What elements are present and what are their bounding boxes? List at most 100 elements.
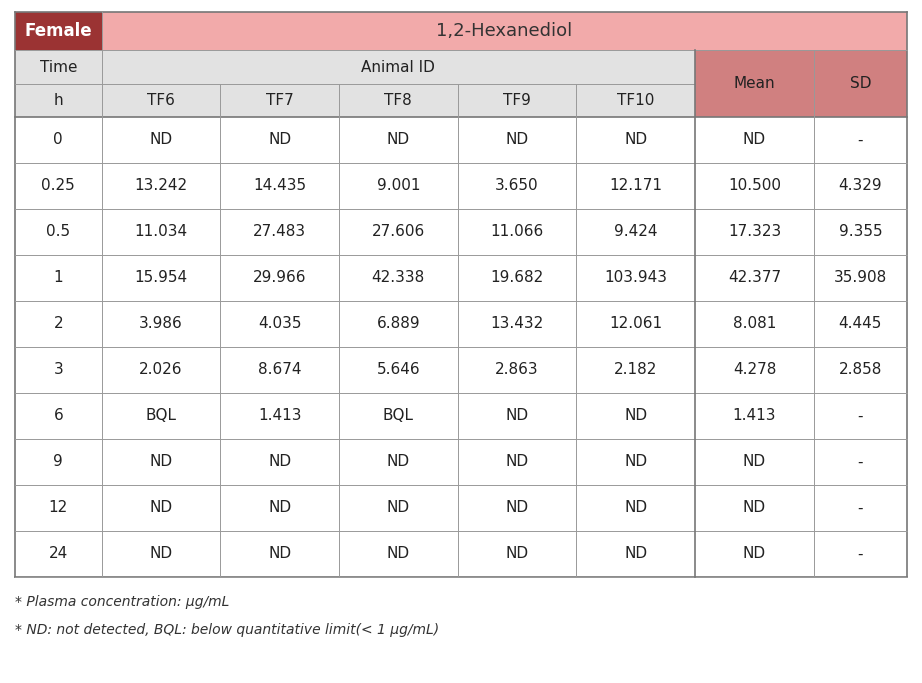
- Text: ND: ND: [624, 454, 647, 469]
- Bar: [695, 485, 814, 531]
- Text: 35.908: 35.908: [833, 270, 887, 285]
- Text: ND: ND: [149, 454, 172, 469]
- Text: 42.338: 42.338: [372, 270, 425, 285]
- Bar: [220, 439, 339, 485]
- Bar: [220, 347, 339, 393]
- Bar: [457, 163, 576, 209]
- Text: 3.650: 3.650: [495, 178, 538, 193]
- Text: 6.889: 6.889: [376, 316, 420, 331]
- Bar: [101, 393, 220, 439]
- Text: 12.061: 12.061: [609, 316, 662, 331]
- Bar: [695, 50, 814, 117]
- Text: h: h: [53, 93, 63, 108]
- Bar: [814, 485, 907, 531]
- Text: TF7: TF7: [266, 93, 293, 108]
- Bar: [814, 50, 907, 117]
- Text: ND: ND: [268, 133, 291, 148]
- Text: -: -: [857, 408, 863, 423]
- Text: ND: ND: [743, 454, 766, 469]
- Bar: [15, 347, 101, 393]
- Bar: [101, 12, 907, 50]
- Text: 27.606: 27.606: [372, 225, 425, 240]
- Bar: [576, 531, 695, 577]
- Text: ND: ND: [743, 501, 766, 516]
- Bar: [15, 255, 101, 301]
- Text: 2.863: 2.863: [495, 363, 538, 378]
- Bar: [15, 163, 101, 209]
- Text: 10.500: 10.500: [728, 178, 781, 193]
- Text: ND: ND: [149, 133, 172, 148]
- Text: Animal ID: Animal ID: [361, 59, 435, 74]
- Bar: [15, 301, 101, 347]
- Bar: [576, 84, 695, 117]
- Bar: [15, 393, 101, 439]
- Bar: [15, 84, 101, 117]
- Bar: [576, 255, 695, 301]
- Bar: [339, 117, 457, 163]
- Bar: [814, 393, 907, 439]
- Bar: [576, 301, 695, 347]
- Text: ND: ND: [743, 546, 766, 561]
- Bar: [101, 255, 220, 301]
- Bar: [15, 50, 101, 84]
- Bar: [15, 12, 101, 50]
- Bar: [695, 117, 814, 163]
- Text: 2.858: 2.858: [839, 363, 882, 378]
- Bar: [339, 84, 457, 117]
- Text: ND: ND: [386, 501, 410, 516]
- Text: ND: ND: [505, 546, 528, 561]
- Bar: [220, 163, 339, 209]
- Bar: [339, 163, 457, 209]
- Text: 2: 2: [53, 316, 63, 331]
- Text: 8.081: 8.081: [733, 316, 776, 331]
- Text: -: -: [857, 133, 863, 148]
- Bar: [814, 163, 907, 209]
- Text: 5.646: 5.646: [376, 363, 420, 378]
- Text: 2.182: 2.182: [614, 363, 657, 378]
- Bar: [814, 255, 907, 301]
- Text: 0.25: 0.25: [41, 178, 76, 193]
- Text: ND: ND: [149, 501, 172, 516]
- Bar: [15, 439, 101, 485]
- Text: 19.682: 19.682: [491, 270, 544, 285]
- Bar: [101, 347, 220, 393]
- Text: 4.329: 4.329: [839, 178, 882, 193]
- Bar: [576, 439, 695, 485]
- Bar: [339, 531, 457, 577]
- Bar: [457, 117, 576, 163]
- Text: ND: ND: [386, 454, 410, 469]
- Text: 4.445: 4.445: [839, 316, 882, 331]
- Text: 11.066: 11.066: [491, 225, 544, 240]
- Text: 6: 6: [53, 408, 63, 423]
- Text: ND: ND: [624, 133, 647, 148]
- Text: 9.001: 9.001: [376, 178, 420, 193]
- Bar: [576, 117, 695, 163]
- Text: BQL: BQL: [146, 408, 176, 423]
- Text: ND: ND: [505, 501, 528, 516]
- Bar: [457, 347, 576, 393]
- Bar: [15, 531, 101, 577]
- Bar: [695, 347, 814, 393]
- Text: 8.674: 8.674: [258, 363, 301, 378]
- Bar: [101, 301, 220, 347]
- Text: 9: 9: [53, 454, 63, 469]
- Bar: [339, 301, 457, 347]
- Text: 4.278: 4.278: [733, 363, 776, 378]
- Text: ND: ND: [743, 133, 766, 148]
- Text: 9.424: 9.424: [614, 225, 657, 240]
- Bar: [339, 255, 457, 301]
- Bar: [339, 393, 457, 439]
- Text: 27.483: 27.483: [253, 225, 306, 240]
- Bar: [15, 209, 101, 255]
- Bar: [695, 301, 814, 347]
- Bar: [814, 347, 907, 393]
- Bar: [101, 163, 220, 209]
- Text: Mean: Mean: [734, 76, 775, 91]
- Bar: [101, 117, 220, 163]
- Text: ND: ND: [505, 454, 528, 469]
- Text: 17.323: 17.323: [727, 225, 781, 240]
- Text: -: -: [857, 546, 863, 561]
- Bar: [576, 485, 695, 531]
- Bar: [101, 531, 220, 577]
- Bar: [15, 485, 101, 531]
